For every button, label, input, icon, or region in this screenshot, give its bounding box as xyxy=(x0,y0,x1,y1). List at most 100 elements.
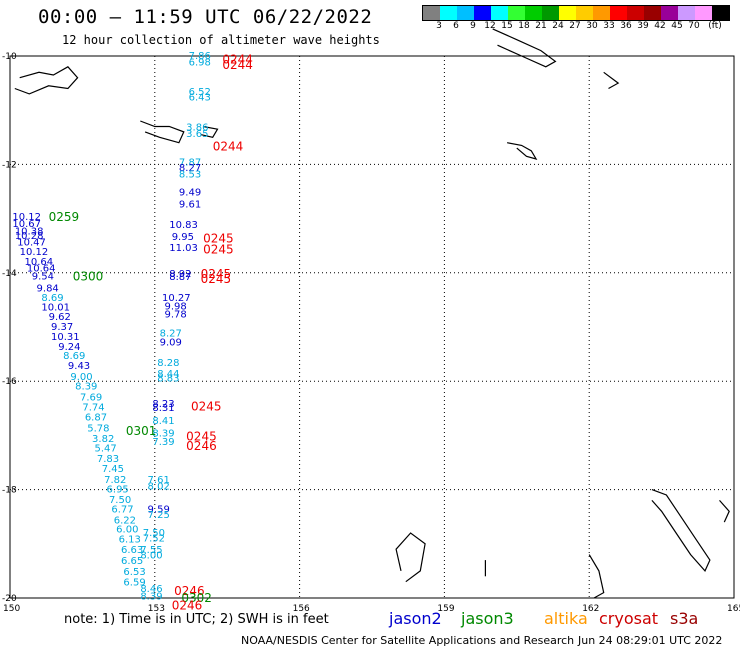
wave-height-value: 9.59 xyxy=(148,505,170,516)
wave-height-value: 7.69 xyxy=(80,392,102,403)
pass-time-label: 0245 xyxy=(201,267,232,281)
wave-height-value: 9.43 xyxy=(68,361,90,372)
wave-height-value: 9.61 xyxy=(179,199,201,210)
latitude-labels: -10 -12 -14 -16 -18 -20 xyxy=(2,52,17,604)
wave-height-value: 8.69 xyxy=(63,351,85,362)
color-swatch xyxy=(508,6,525,20)
wave-height-value: 6.59 xyxy=(123,578,145,589)
color-scale-tick: 24 xyxy=(552,21,564,31)
color-scale-tick: 36 xyxy=(620,21,632,31)
pass-time-label: 0302 xyxy=(181,591,212,605)
lat-tick-label: -10 xyxy=(2,52,17,62)
wave-height-value: 8.46 xyxy=(140,584,162,595)
lat-tick-label: -16 xyxy=(2,377,17,387)
legend-jason2: jason2 xyxy=(389,609,442,628)
color-swatch xyxy=(712,6,729,20)
legend-cryosat: cryosat xyxy=(599,609,659,628)
wave-height-value: 6.13 xyxy=(119,534,141,545)
lat-tick-label: -18 xyxy=(2,486,17,496)
wave-height-value: 6.22 xyxy=(114,515,136,526)
wave-height-value: 10.38 xyxy=(15,227,44,238)
pass-time-label: 0245 xyxy=(186,429,217,443)
color-scale-tick: 9 xyxy=(470,21,476,31)
color-scale-tick: 42 xyxy=(654,21,666,31)
color-scale-tick: 27 xyxy=(569,21,581,31)
wave-height-value: 11.03 xyxy=(169,243,198,254)
wave-height-value: 6.77 xyxy=(111,505,133,516)
wave-height-value: 8.02 xyxy=(148,481,170,492)
pass-time-label: 0301 xyxy=(126,424,157,438)
wave-height-value: 10.64 xyxy=(27,263,56,274)
color-swatch xyxy=(661,6,678,20)
wave-height-value: 5.47 xyxy=(94,443,116,454)
wave-height-value: 8.83 xyxy=(157,373,179,384)
wave-height-value: 8.92 xyxy=(169,269,191,280)
coastline-solomons-b xyxy=(603,71,620,90)
wave-height-value: 9.98 xyxy=(164,301,186,312)
color-scale-tick: 12 xyxy=(484,21,496,31)
lon-tick-label: 165 xyxy=(727,604,740,614)
color-swatch xyxy=(491,6,508,20)
wave-height-value: 9.24 xyxy=(58,342,80,353)
wave-height-value: 9.09 xyxy=(160,338,182,349)
wave-height-value: 8.31 xyxy=(152,403,174,414)
color-swatch xyxy=(593,6,610,20)
wave-height-value: 8.27 xyxy=(179,163,201,174)
wave-height-value: 10.31 xyxy=(51,332,80,343)
chart-title: 00:00 — 11:59 UTC 06/22/2022 xyxy=(38,6,373,28)
wave-height-value: 10.83 xyxy=(169,220,198,231)
wave-height-value: 9.54 xyxy=(32,272,54,283)
wave-height-value: 9.84 xyxy=(37,283,59,294)
color-swatch xyxy=(542,6,559,20)
color-swatch xyxy=(474,6,491,20)
wave-height-value: 10.12 xyxy=(12,212,41,223)
wave-height-value: 10.28 xyxy=(15,231,44,242)
wave-height-value: 9.62 xyxy=(49,312,71,323)
wave-height-value: 8.53 xyxy=(179,170,201,181)
coastline-reefs xyxy=(719,500,730,523)
legend-jason3: jason3 xyxy=(461,609,514,628)
wave-height-value: 6.00 xyxy=(116,525,138,536)
wave-height-value: 8.41 xyxy=(152,416,174,427)
wave-height-value: 7.39 xyxy=(152,437,174,448)
wave-height-value: 10.27 xyxy=(162,293,191,304)
wave-height-value: 3.65 xyxy=(186,129,208,140)
lon-tick-label: 156 xyxy=(293,604,310,614)
wave-height-value: 9.95 xyxy=(172,232,194,243)
coastline-solomons-a xyxy=(492,28,557,68)
coastline-new-cal-n xyxy=(651,489,711,572)
wave-height-value: 7.45 xyxy=(102,464,124,475)
color-scale-tick: 6 xyxy=(453,21,459,31)
coastlines xyxy=(14,28,730,599)
wave-height-value: 9.78 xyxy=(164,309,186,320)
coastline-rossel xyxy=(200,125,219,138)
wave-height-value: 10.12 xyxy=(20,247,49,258)
map-grid xyxy=(10,56,734,598)
wave-height-value: 7.52 xyxy=(143,533,165,544)
color-scale-tick: 39 xyxy=(637,21,649,31)
color-scale-tick: 45 xyxy=(671,21,683,31)
color-swatch xyxy=(559,6,576,20)
pass-time-label: 0244 xyxy=(222,58,253,72)
wave-height-value: 7.55 xyxy=(140,545,162,556)
wave-height-value: 10.47 xyxy=(17,237,46,248)
wave-height-value: 6.98 xyxy=(189,57,211,68)
lon-tick-label: 159 xyxy=(437,604,454,614)
pass-time-label: 0245 xyxy=(191,400,222,414)
wave-height-value: 7.83 xyxy=(97,454,119,465)
wave-height-value: 6.52 xyxy=(189,87,211,98)
wave-height-value: 10.01 xyxy=(41,302,70,313)
longitude-labels: 150 153 156 159 162 165 xyxy=(3,604,740,614)
wave-height-value: 8.39 xyxy=(140,591,162,602)
color-scale-bar xyxy=(422,5,730,21)
wave-height-value: 8.44 xyxy=(157,369,179,380)
color-swatch xyxy=(576,6,593,20)
color-scale-tick: 33 xyxy=(603,21,615,31)
wave-height-value: 8.28 xyxy=(157,358,179,369)
wave-height-value: 9.49 xyxy=(179,188,201,199)
wave-height-value: 7.50 xyxy=(143,528,165,539)
wave-height-value: 7.86 xyxy=(189,51,211,62)
lon-tick-label: 150 xyxy=(3,604,20,614)
